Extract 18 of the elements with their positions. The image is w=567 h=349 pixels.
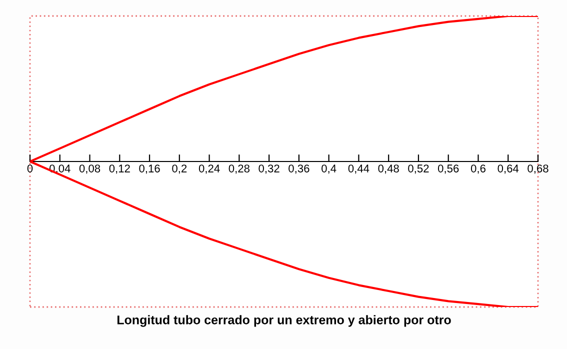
x-tick-label: 0,08 bbox=[79, 164, 100, 174]
x-tick-label: 0,64 bbox=[498, 164, 519, 174]
x-tick-label: 0,44 bbox=[348, 164, 370, 174]
x-tick-label: 0,36 bbox=[288, 164, 310, 174]
x-axis-title: Longitud tubo cerrado por un extremo y abierto por otro bbox=[117, 315, 451, 327]
x-tick-label: 0,48 bbox=[378, 164, 399, 174]
x-tick-label: 0,52 bbox=[408, 164, 429, 174]
x-tick-label: 0,16 bbox=[139, 164, 160, 174]
x-tick-label: 0,6 bbox=[470, 164, 486, 174]
x-tick-label: 0,2 bbox=[172, 164, 187, 174]
x-tick-label: 0,56 bbox=[438, 164, 459, 174]
x-tick-label: 0,28 bbox=[228, 164, 250, 174]
x-tick-label: 0,32 bbox=[258, 164, 280, 174]
x-tick-label: 0,24 bbox=[198, 164, 220, 174]
x-tick-label: 0,4 bbox=[322, 164, 336, 174]
x-tick-label: 0,12 bbox=[109, 164, 130, 174]
x-tick-label: 0 bbox=[27, 164, 33, 172]
x-tick-label: 0,68 bbox=[528, 164, 548, 174]
